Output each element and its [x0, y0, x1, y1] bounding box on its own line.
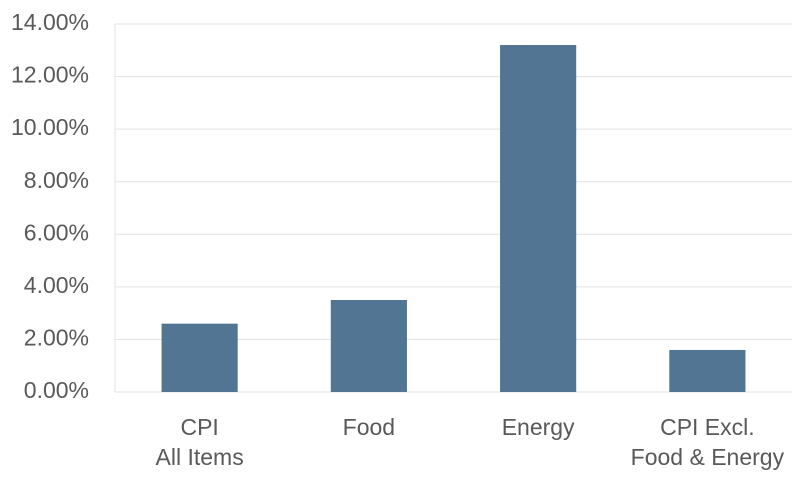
- y-tick-label: 0.00%: [24, 377, 89, 403]
- y-tick-label: 6.00%: [24, 219, 89, 245]
- x-tick-label: Energy: [502, 414, 575, 440]
- bar: [330, 300, 407, 392]
- y-tick-label: 8.00%: [24, 167, 89, 193]
- bar: [161, 323, 238, 392]
- x-tick-label: Food: [343, 414, 395, 440]
- y-tick-label: 2.00%: [24, 325, 89, 351]
- bar: [669, 349, 746, 392]
- y-tick-label: 12.00%: [11, 62, 89, 88]
- y-tick-label: 14.00%: [11, 9, 89, 35]
- y-tick-label: 10.00%: [11, 114, 89, 140]
- y-tick-label: 4.00%: [24, 272, 89, 298]
- bar: [500, 45, 577, 393]
- x-tick-label: CPI All Items: [156, 414, 244, 470]
- x-tick-label: CPI Excl. Food & Energy: [631, 414, 785, 470]
